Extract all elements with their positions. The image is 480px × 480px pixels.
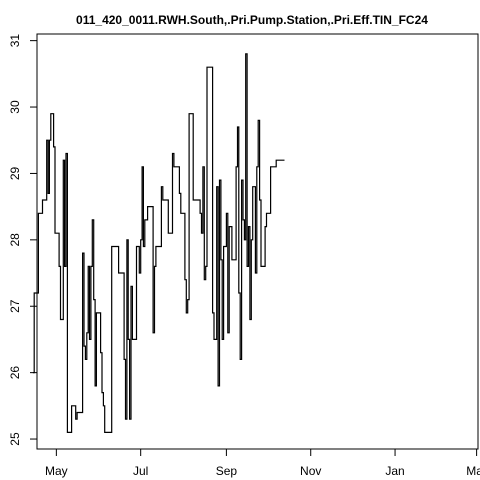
y-tick-label: 27 <box>8 299 22 313</box>
y-tick-label: 31 <box>8 34 22 48</box>
plot-frame <box>36 33 479 450</box>
x-axis: May Jul Sep Nov Jan Mar <box>45 448 480 478</box>
chart-title: 011_420_0011.RWH.South,.Pri.Pump.Station… <box>76 13 428 27</box>
y-axis: 25 26 27 28 29 30 31 <box>8 34 38 446</box>
x-tick-label: Nov <box>300 464 321 478</box>
x-tick-label: Mar <box>466 464 480 478</box>
series-line <box>32 53 285 433</box>
y-tick-label: 26 <box>8 366 22 380</box>
y-tick-label: 25 <box>8 432 22 446</box>
y-tick-label: 29 <box>8 166 22 180</box>
x-tick-label: Jan <box>385 464 404 478</box>
x-tick-label: Sep <box>216 464 238 478</box>
y-tick-label: 30 <box>8 100 22 114</box>
x-tick-label: May <box>45 464 68 478</box>
y-tick-label: 28 <box>8 233 22 247</box>
x-tick-label: Jul <box>133 464 148 478</box>
